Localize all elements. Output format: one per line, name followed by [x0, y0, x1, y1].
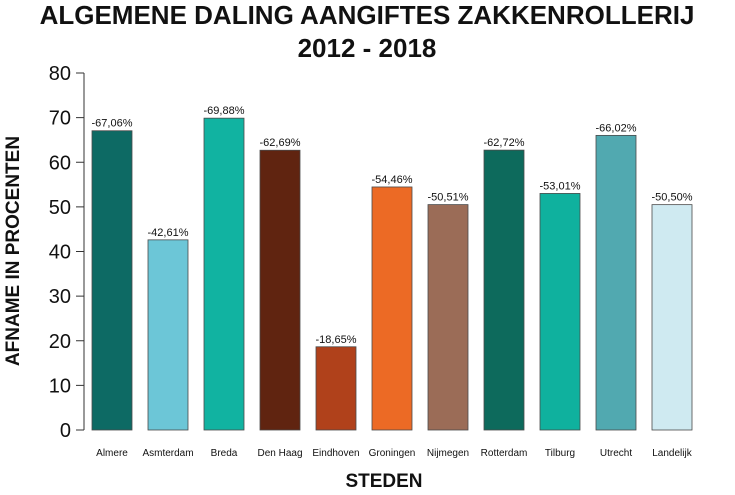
- x-tick-label: Tilburg: [545, 448, 575, 459]
- y-axis-title: AFNAME IN PROCENTEN: [3, 136, 24, 366]
- data-label: -18,65%: [316, 334, 357, 346]
- chart-title-line-2: 2012 - 2018: [298, 33, 437, 63]
- bar: [427, 204, 469, 431]
- data-label: -54,46%: [372, 174, 413, 186]
- y-tick-label: 10: [49, 375, 71, 397]
- chart-title-line-1: ALGEMENE DALING AANGIFTES ZAKKENROLLERIJ: [40, 0, 695, 30]
- x-tick-label: Eindhoven: [312, 448, 359, 459]
- y-tick-label: 70: [49, 108, 71, 130]
- y-tick-label: 20: [49, 331, 71, 353]
- bar: [203, 117, 245, 431]
- data-label: -50,50%: [652, 192, 693, 204]
- data-label: -62,72%: [484, 137, 525, 149]
- data-label: -62,69%: [260, 137, 301, 149]
- data-label: -53,01%: [540, 180, 581, 192]
- x-tick-label: Nijmegen: [427, 448, 469, 459]
- data-label: -66,02%: [596, 122, 637, 134]
- x-tick-label: Rotterdam: [481, 448, 528, 459]
- bar: [483, 149, 525, 431]
- bar: [539, 193, 581, 431]
- bar: [91, 130, 133, 431]
- bar: [147, 239, 189, 431]
- x-tick-label: Landelijk: [652, 448, 692, 459]
- data-label: -69,88%: [204, 105, 245, 117]
- data-label: -42,61%: [148, 227, 189, 239]
- x-tick-label: Breda: [211, 448, 238, 459]
- y-tick-label: 0: [60, 420, 71, 442]
- x-axis-title: STEDEN: [345, 471, 422, 492]
- x-tick-label: Almere: [96, 448, 128, 459]
- y-tick-label: 50: [49, 197, 71, 219]
- bar: [259, 149, 301, 431]
- y-tick-label: 60: [49, 152, 71, 174]
- plot-area: 0 10 20 30 40 50 60 70 80 -67,06% Almere -42,61% Asm…: [49, 63, 693, 459]
- bar: [595, 134, 637, 431]
- bar: [315, 346, 357, 431]
- y-tick-label: 40: [49, 242, 71, 264]
- x-tick-label: Asmterdam: [142, 448, 193, 459]
- bar: [651, 204, 693, 431]
- y-tick-label: 30: [49, 286, 71, 308]
- x-tick-label: Groningen: [369, 448, 416, 459]
- bar: [371, 186, 413, 431]
- data-label: -67,06%: [92, 118, 133, 130]
- data-label: -50,51%: [428, 192, 469, 204]
- x-tick-label: Den Haag: [257, 448, 302, 459]
- y-tick-label: 80: [49, 63, 71, 85]
- x-tick-label: Utrecht: [600, 448, 632, 459]
